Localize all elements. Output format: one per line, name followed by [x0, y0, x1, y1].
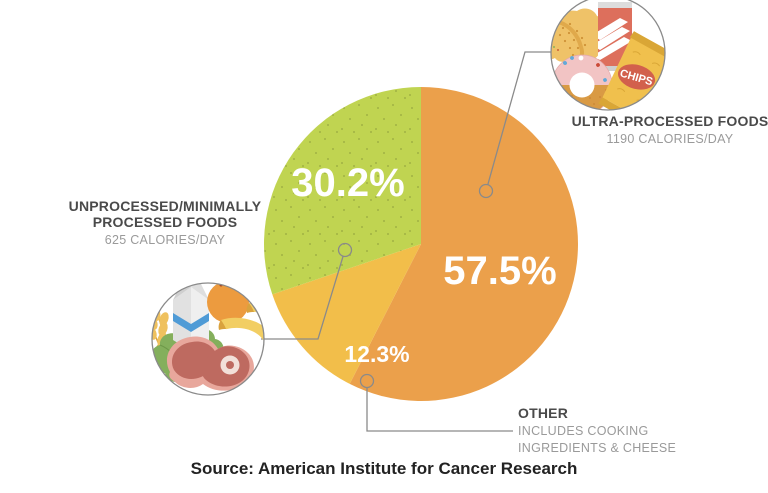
svg-text:12.3%: 12.3%	[344, 341, 409, 367]
svg-text:57.5%: 57.5%	[443, 249, 556, 293]
